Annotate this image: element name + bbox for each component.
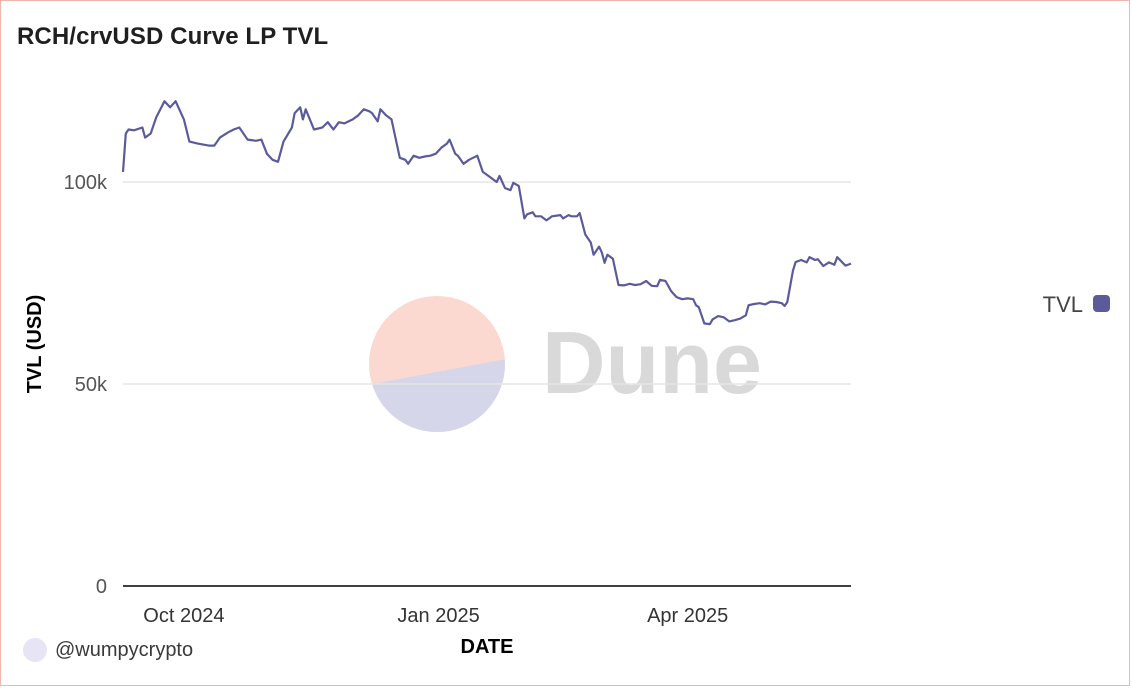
chart-title: RCH/crvUSD Curve LP TVL [17, 23, 329, 50]
x-axis-label: DATE [461, 636, 514, 658]
x-tick-apr-2025: Apr 2025 [647, 605, 728, 627]
y-tick-0: 0 [96, 576, 107, 598]
x-tick-labels: Oct 2024 Jan 2025 Apr 2025 [143, 605, 728, 627]
watermark-text: Dune [542, 313, 762, 412]
y-axis-label: TVL (USD) [24, 295, 46, 394]
grid-lines [123, 181, 851, 385]
y-tick-50k: 50k [75, 374, 108, 396]
tvl-series-line[interactable] [121, 100, 852, 326]
x-tick-jan-2025: Jan 2025 [397, 605, 479, 627]
watermark-circle-bottom [372, 359, 505, 433]
author-handle: @wumpycrypto [55, 638, 194, 661]
legend[interactable]: TVL [1043, 292, 1110, 317]
legend-item-tvl-label: TVL [1043, 292, 1083, 317]
author-credit[interactable]: @wumpycrypto [23, 638, 193, 662]
legend-item-tvl-swatch [1093, 295, 1110, 312]
x-tick-oct-2024: Oct 2024 [143, 605, 224, 627]
dune-watermark: Dune [369, 296, 762, 433]
avatar [23, 638, 47, 662]
y-tick-100k: 100k [64, 172, 108, 194]
y-tick-labels: 0 50k 100k [64, 172, 108, 598]
